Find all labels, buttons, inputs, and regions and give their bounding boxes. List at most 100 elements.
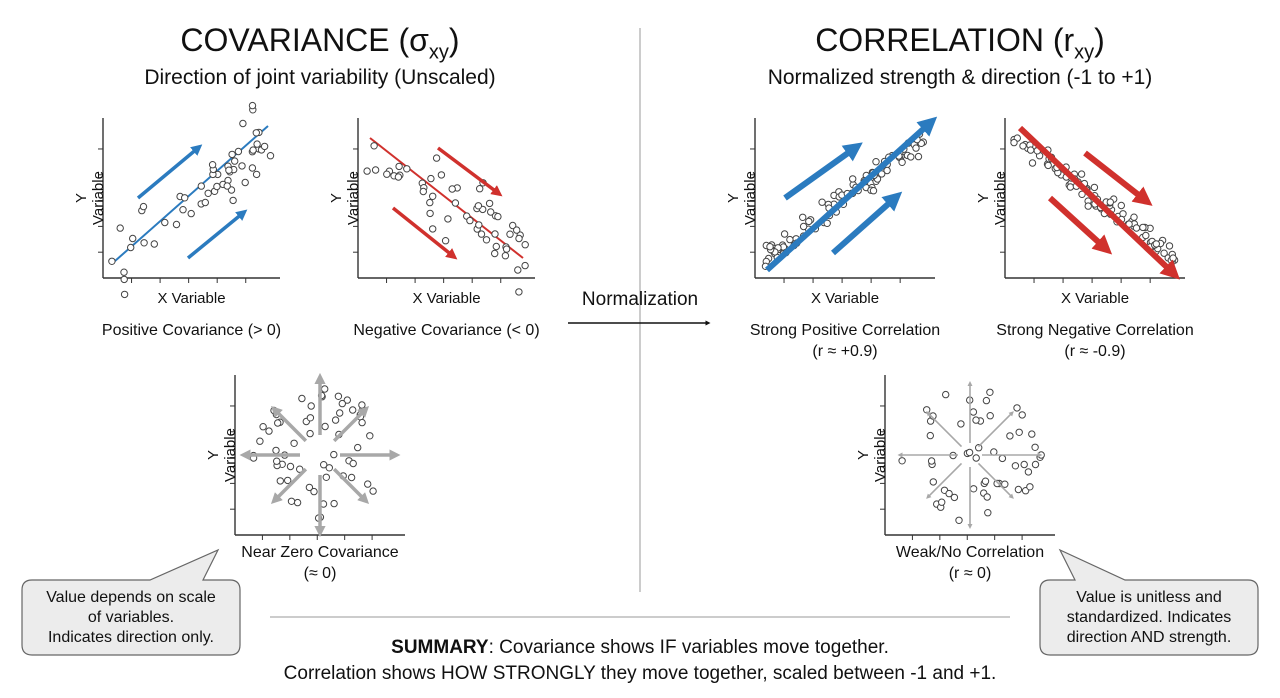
data-point [986, 388, 994, 396]
trend-arrow [764, 116, 938, 273]
data-point [502, 245, 511, 253]
data-point [284, 476, 292, 485]
correlation-title: CORRELATION (rxy) [815, 22, 1105, 64]
data-point [1078, 190, 1086, 199]
data-point [239, 119, 247, 128]
plot-caption: Strong Positive Correlation [749, 322, 941, 339]
data-point [938, 498, 946, 506]
data-point [477, 230, 486, 238]
data-point [139, 202, 148, 211]
data-point [129, 234, 137, 243]
summary: SUMMARY: Covariance shows IF variables m… [0, 635, 1280, 687]
scatter-plot-neg [353, 118, 535, 296]
data-point [849, 175, 857, 183]
data-point [1152, 240, 1161, 248]
data-point [338, 399, 346, 408]
data-point [1011, 462, 1020, 470]
data-point [293, 498, 302, 507]
data-point [466, 216, 474, 225]
data-point [161, 218, 169, 227]
data-point [426, 198, 434, 207]
data-point [1014, 485, 1023, 494]
data-point [320, 461, 328, 469]
up-arrow [186, 209, 248, 260]
data-point [1013, 404, 1021, 412]
data-point [444, 215, 452, 223]
covariance-subtitle: Direction of joint variability (Unscaled… [144, 66, 496, 89]
data-point [181, 194, 189, 202]
data-point [336, 409, 344, 417]
data-point [403, 165, 411, 173]
radial-arrow [926, 411, 963, 448]
data-point [981, 477, 990, 485]
data-point [1018, 411, 1026, 419]
data-point [818, 198, 826, 206]
y-axis-label: Y Variable [205, 428, 239, 482]
callout-bubble [1039, 548, 1259, 656]
data-point [487, 208, 495, 216]
data-point [1106, 198, 1115, 206]
plot-caption: Weak/No Correlation [895, 544, 1045, 561]
data-point [521, 261, 529, 270]
data-point [127, 243, 135, 252]
data-point [972, 454, 980, 462]
data-point [515, 288, 523, 296]
plot-caption-value: (r ≈ +0.9) [812, 343, 878, 360]
data-point [187, 209, 195, 218]
data-point [259, 423, 267, 431]
data-point [429, 225, 437, 233]
data-point [330, 450, 338, 459]
data-point [321, 422, 329, 431]
data-point [521, 241, 529, 249]
data-point [116, 224, 124, 232]
data-point [923, 406, 931, 414]
trend-arrow [1017, 125, 1180, 280]
data-point [287, 497, 296, 505]
data-point [942, 390, 950, 399]
data-point [441, 237, 450, 245]
callout-line: Value is unitless and [1076, 589, 1222, 606]
data-point [349, 459, 357, 468]
data-point [786, 235, 794, 244]
data-point [984, 509, 992, 517]
data-point [256, 437, 264, 445]
data-point [883, 166, 891, 175]
data-point [248, 164, 257, 172]
data-point [476, 185, 484, 193]
data-point [993, 479, 1001, 488]
data-point [347, 473, 356, 482]
data-point [983, 493, 991, 501]
data-point [325, 464, 333, 472]
data-point [986, 412, 994, 420]
data-point [969, 485, 978, 493]
data-point [898, 158, 906, 167]
data-point [869, 187, 878, 195]
data-point [975, 444, 983, 452]
data-point [343, 396, 351, 404]
data-point [260, 142, 269, 151]
data-point [1015, 428, 1023, 436]
data-point [1130, 213, 1138, 221]
data-point [509, 221, 517, 230]
data-point [1028, 159, 1037, 167]
radial-arrow [270, 467, 308, 505]
scatter-plot-pos [98, 101, 280, 299]
data-point [474, 202, 483, 210]
data-point [1132, 224, 1141, 232]
data-point [358, 401, 366, 409]
data-point [120, 275, 128, 284]
callout-bubble [21, 548, 241, 656]
scatter-plot-zero [230, 375, 405, 540]
y-axis-label: Y Variable [328, 171, 362, 225]
data-point [108, 257, 116, 265]
data-point [310, 487, 318, 496]
data-point [306, 414, 315, 422]
data-point [945, 489, 953, 498]
data-point [514, 266, 522, 274]
data-point [1027, 146, 1035, 154]
scatter-plot-weak [880, 375, 1055, 540]
up-arrow [831, 191, 903, 256]
data-point [225, 166, 233, 174]
data-point [241, 178, 249, 187]
data-point [140, 239, 148, 247]
